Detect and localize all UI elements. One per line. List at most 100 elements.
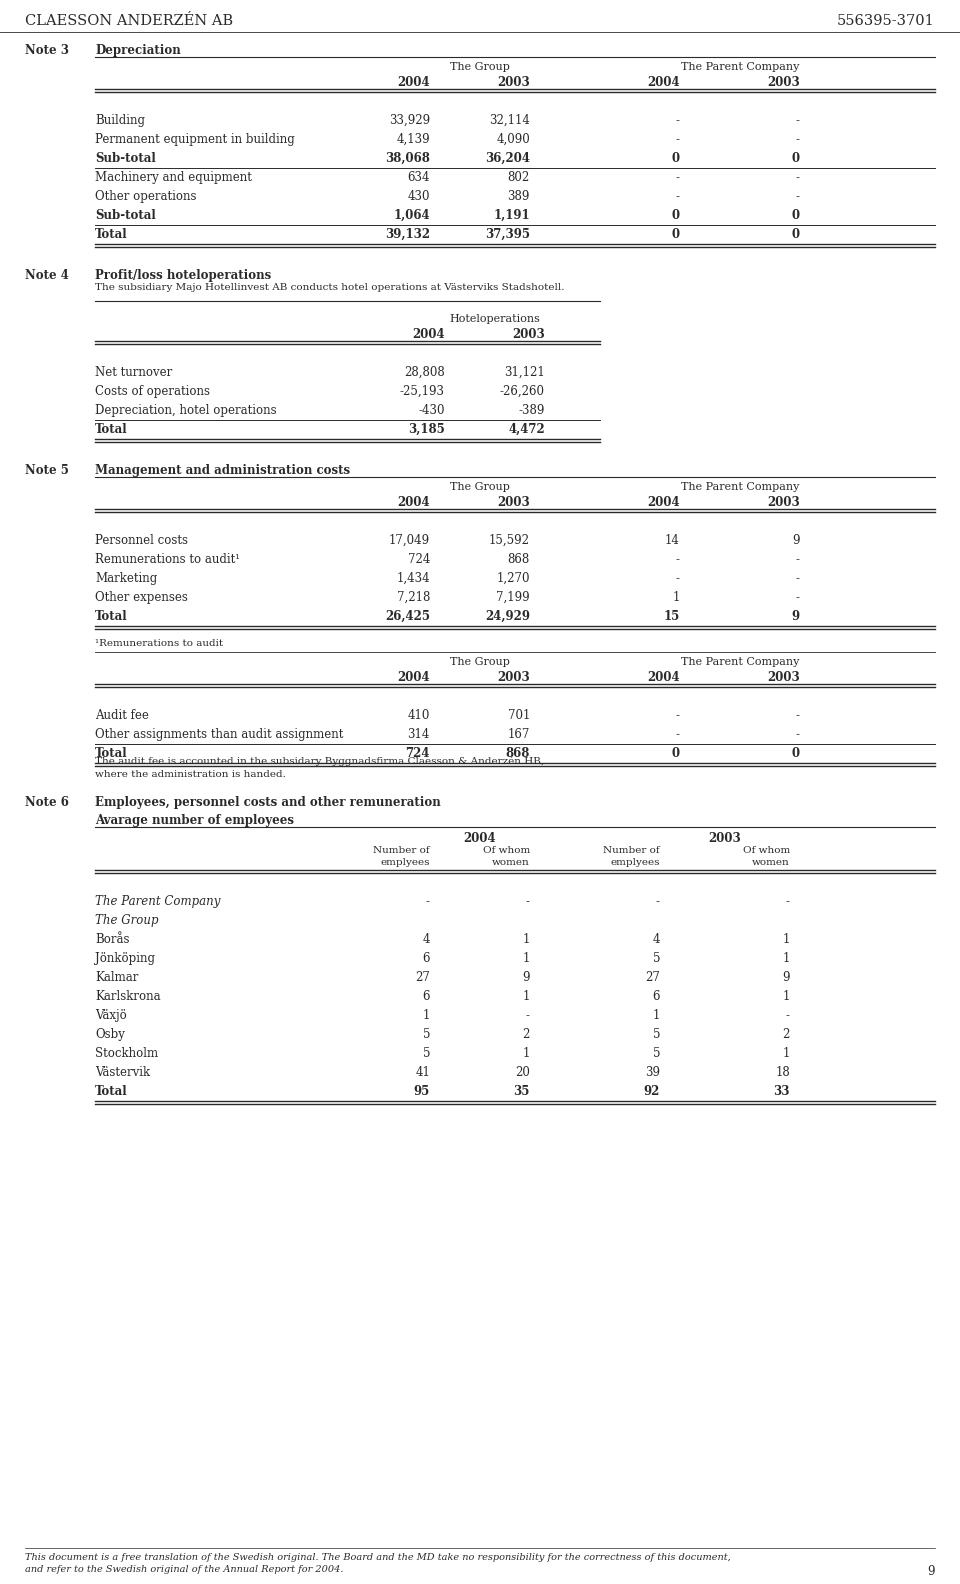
Text: 0: 0 [792,209,800,222]
Text: 33: 33 [774,1085,790,1098]
Text: 1: 1 [422,1009,430,1022]
Text: -: - [676,729,680,741]
Text: 7,199: 7,199 [496,591,530,604]
Text: The Parent Company: The Parent Company [95,895,221,908]
Text: 2004: 2004 [397,76,430,89]
Text: 32,114: 32,114 [490,114,530,127]
Text: 6: 6 [653,990,660,1003]
Text: and refer to the Swedish original of the Annual Report for 2004.: and refer to the Swedish original of the… [25,1565,344,1574]
Text: 556395-3701: 556395-3701 [837,14,935,29]
Text: 724: 724 [408,553,430,565]
Text: -: - [526,895,530,908]
Text: -: - [676,572,680,584]
Text: 2003: 2003 [497,496,530,508]
Text: Hoteloperations: Hoteloperations [449,314,540,325]
Text: 36,204: 36,204 [485,152,530,165]
Text: 1,434: 1,434 [396,572,430,584]
Text: 1,270: 1,270 [496,572,530,584]
Text: women: women [492,859,530,866]
Text: 6: 6 [422,990,430,1003]
Text: 2003: 2003 [767,672,800,684]
Text: 18: 18 [776,1066,790,1079]
Text: 5: 5 [422,1047,430,1060]
Text: -: - [796,710,800,722]
Text: -: - [796,133,800,146]
Text: Other expenses: Other expenses [95,591,188,604]
Text: 14: 14 [665,534,680,546]
Text: 1: 1 [782,1047,790,1060]
Text: 4: 4 [422,933,430,946]
Text: 2004: 2004 [413,328,445,341]
Text: Building: Building [95,114,145,127]
Text: 0: 0 [672,748,680,760]
Text: 2004: 2004 [464,832,496,844]
Text: The audit fee is accounted in the subsidary Byggnadsfirma Claesson & Anderzén HB: The audit fee is accounted in the subsid… [95,756,544,765]
Text: Depreciation, hotel operations: Depreciation, hotel operations [95,404,276,417]
Text: 2003: 2003 [497,76,530,89]
Text: 9: 9 [522,971,530,984]
Text: 2004: 2004 [397,496,430,508]
Text: 314: 314 [408,729,430,741]
Text: CLAESSON ANDERZÉN AB: CLAESSON ANDERZÉN AB [25,14,233,29]
Text: 15: 15 [663,610,680,623]
Text: -: - [526,1009,530,1022]
Text: Total: Total [95,748,128,760]
Text: Kalmar: Kalmar [95,971,138,984]
Text: Stockholm: Stockholm [95,1047,158,1060]
Text: 2004: 2004 [647,76,680,89]
Text: Note 4: Note 4 [25,269,69,282]
Text: 2003: 2003 [708,832,741,844]
Text: 2004: 2004 [647,672,680,684]
Text: -: - [796,171,800,184]
Text: Net turnover: Net turnover [95,366,172,379]
Text: 868: 868 [506,748,530,760]
Text: 430: 430 [407,190,430,203]
Text: Västervik: Västervik [95,1066,150,1079]
Text: -: - [796,572,800,584]
Text: 1: 1 [782,952,790,965]
Text: 15,592: 15,592 [489,534,530,546]
Text: This document is a free translation of the Swedish original. The Board and the M: This document is a free translation of t… [25,1552,731,1562]
Text: 1: 1 [673,591,680,604]
Text: 1: 1 [522,933,530,946]
Text: 39,132: 39,132 [385,228,430,241]
Text: 24,929: 24,929 [485,610,530,623]
Text: 41: 41 [415,1066,430,1079]
Text: The Group: The Group [450,657,510,667]
Text: Karlskrona: Karlskrona [95,990,160,1003]
Text: 4: 4 [653,933,660,946]
Text: Osby: Osby [95,1028,125,1041]
Text: 701: 701 [508,710,530,722]
Text: Number of: Number of [604,846,660,855]
Text: 5: 5 [653,1028,660,1041]
Text: Number of: Number of [373,846,430,855]
Text: -: - [676,190,680,203]
Text: Sub-total: Sub-total [95,209,156,222]
Text: -26,260: -26,260 [500,385,545,398]
Text: Växjö: Växjö [95,1009,127,1022]
Text: 0: 0 [792,152,800,165]
Text: The Group: The Group [450,482,510,493]
Text: Borås: Borås [95,933,130,946]
Text: 0: 0 [672,228,680,241]
Text: 31,121: 31,121 [504,366,545,379]
Text: Total: Total [95,423,128,436]
Text: -: - [786,1009,790,1022]
Text: 2: 2 [782,1028,790,1041]
Text: 1: 1 [522,1047,530,1060]
Text: Sub-total: Sub-total [95,152,156,165]
Text: The Parent Company: The Parent Company [681,482,799,493]
Text: Profit/loss hoteloperations: Profit/loss hoteloperations [95,269,272,282]
Text: -: - [656,895,660,908]
Text: Note 5: Note 5 [25,464,69,477]
Text: 410: 410 [408,710,430,722]
Text: 27: 27 [415,971,430,984]
Text: -: - [676,133,680,146]
Text: 2004: 2004 [647,496,680,508]
Text: Costs of operations: Costs of operations [95,385,210,398]
Text: 3,185: 3,185 [408,423,445,436]
Text: ¹Remunerations to audit: ¹Remunerations to audit [95,638,223,648]
Text: -: - [676,114,680,127]
Text: 1: 1 [522,952,530,965]
Text: Marketing: Marketing [95,572,157,584]
